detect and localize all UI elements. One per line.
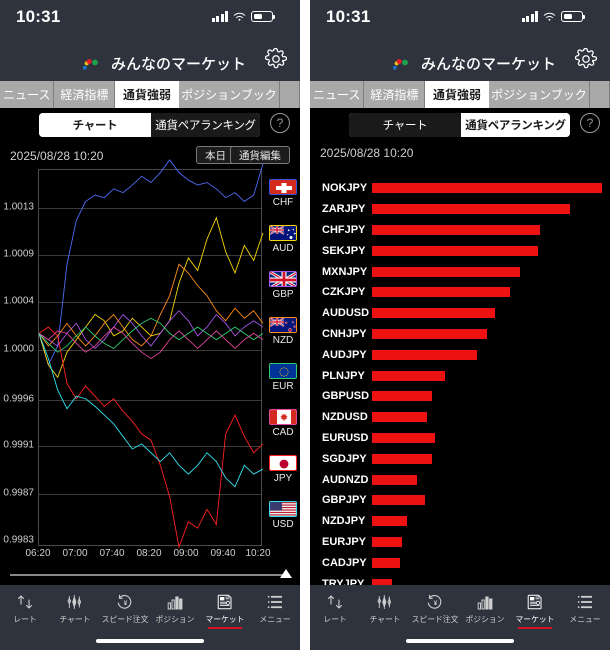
svg-text:¥: ¥ — [123, 600, 127, 607]
svg-text:¥: ¥ — [433, 600, 437, 607]
